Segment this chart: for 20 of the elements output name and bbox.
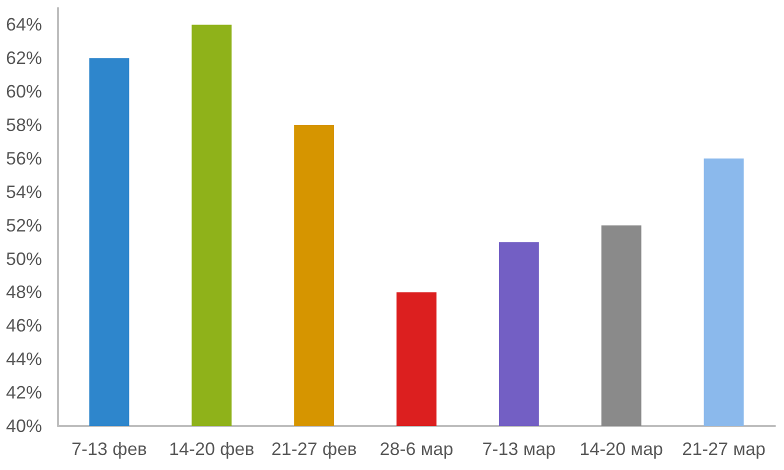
x-tick-label: 7-13 фев bbox=[72, 439, 147, 459]
x-tick-label: 21-27 фев bbox=[271, 439, 357, 459]
y-tick-label: 50% bbox=[6, 248, 42, 269]
y-tick-label: 58% bbox=[6, 115, 42, 136]
y-tick-label: 54% bbox=[6, 182, 42, 202]
y-tick-label: 60% bbox=[6, 82, 42, 102]
y-tick-label: 64% bbox=[6, 14, 42, 35]
y-tick-label: 42% bbox=[6, 382, 42, 403]
x-tick-label: 28-6 мар bbox=[380, 439, 454, 459]
y-tick-label: 52% bbox=[6, 215, 42, 236]
x-tick-label: 14-20 мар bbox=[580, 439, 664, 459]
y-tick-label: 46% bbox=[6, 316, 42, 336]
y-tick-label: 44% bbox=[6, 349, 42, 370]
x-tick-label: 7-13 мар bbox=[482, 439, 556, 459]
x-tick-label: 21-27 мар bbox=[682, 439, 766, 459]
y-tick-label: 40% bbox=[6, 416, 42, 436]
y-tick-label: 48% bbox=[6, 282, 42, 302]
y-tick-label: 62% bbox=[6, 48, 42, 68]
x-tick-label: 14-20 фев bbox=[168, 439, 254, 459]
y-tick-label: 56% bbox=[6, 148, 42, 168]
